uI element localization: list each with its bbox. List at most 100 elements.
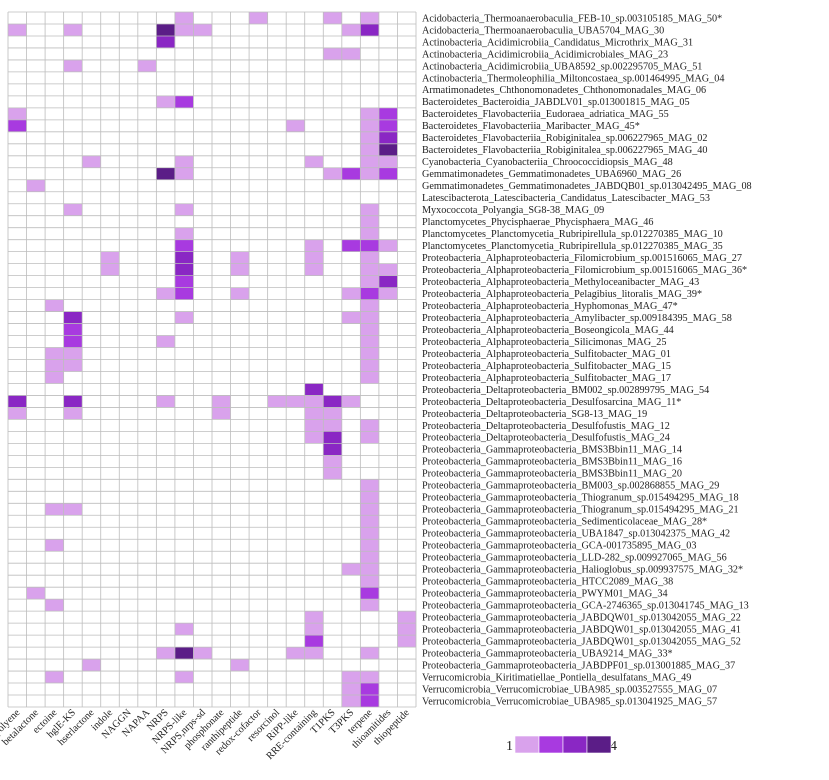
- heatmap-cell: [119, 107, 138, 120]
- heatmap-cell: [26, 395, 46, 408]
- heatmap-cell: [193, 335, 212, 348]
- heatmap-cell: [397, 71, 416, 84]
- heatmap-cell: [323, 611, 342, 624]
- heatmap-cell: [174, 527, 194, 540]
- heatmap-cell: [230, 299, 250, 312]
- heatmap-cell: [360, 287, 379, 300]
- heatmap-cell: [267, 35, 287, 48]
- heatmap-cell: [100, 419, 120, 432]
- heatmap-cell: [137, 179, 157, 192]
- heatmap-cell: [286, 575, 305, 588]
- heatmap-cell: [119, 83, 138, 96]
- heatmap-cell: [230, 611, 250, 624]
- heatmap-cell: [174, 347, 194, 360]
- heatmap-cell: [137, 419, 157, 432]
- heatmap-cell: [119, 12, 138, 24]
- heatmap-cell: [156, 395, 175, 408]
- heatmap-cell: [26, 203, 46, 216]
- heatmap-cell: [156, 263, 175, 276]
- heatmap-cell: [378, 395, 398, 408]
- heatmap-cell: [341, 599, 361, 612]
- heatmap-cell: [100, 443, 120, 456]
- heatmap-cell: [193, 143, 212, 156]
- heatmap-cell: [323, 539, 342, 552]
- heatmap-cell: [119, 599, 138, 612]
- heatmap-cell: [45, 527, 64, 540]
- heatmap-cell: [100, 527, 120, 540]
- heatmap-cell: [230, 251, 250, 264]
- heatmap-cell: [156, 407, 175, 420]
- heatmap-cell: [378, 35, 398, 48]
- heatmap-cell: [82, 515, 101, 528]
- heatmap-cell: [304, 395, 324, 408]
- heatmap-cell: [8, 155, 27, 168]
- heatmap-cell: [249, 23, 268, 36]
- heatmap-cell: [82, 12, 101, 24]
- heatmap-cell: [360, 599, 379, 612]
- heatmap-cell: [63, 191, 83, 204]
- heatmap-cell: [360, 23, 379, 36]
- legend-max-label: 4: [610, 739, 617, 754]
- heatmap-cell: [286, 539, 305, 552]
- heatmap-cell: [63, 671, 83, 684]
- heatmap-cell: [397, 227, 416, 240]
- heatmap-cell: [249, 47, 268, 60]
- heatmap-cell: [26, 227, 46, 240]
- heatmap-cell: [8, 383, 27, 396]
- heatmap-cell: [286, 215, 305, 228]
- heatmap-cell: [119, 419, 138, 432]
- heatmap-cell: [63, 515, 83, 528]
- heatmap-cell: [304, 515, 324, 528]
- heatmap-cell: [323, 12, 342, 24]
- heatmap-cell: [45, 359, 64, 372]
- heatmap-cell: [323, 263, 342, 276]
- heatmap-cell: [323, 299, 342, 312]
- heatmap-cell: [397, 359, 416, 372]
- heatmap-cell: [82, 215, 101, 228]
- heatmap-cell: [8, 119, 27, 132]
- heatmap-cell: [193, 395, 212, 408]
- heatmap-cell: [8, 179, 27, 192]
- heatmap-cell: [156, 239, 175, 252]
- heatmap-cell: [193, 491, 212, 504]
- heatmap-cell: [304, 143, 324, 156]
- heatmap-cell: [267, 83, 287, 96]
- heatmap-cell: [378, 179, 398, 192]
- heatmap-cell: [174, 215, 194, 228]
- heatmap-cell: [304, 563, 324, 576]
- heatmap-cell: [82, 35, 101, 48]
- heatmap-cell: [249, 143, 268, 156]
- heatmap-cell: [119, 47, 138, 60]
- heatmap-cell: [397, 443, 416, 456]
- heatmap-cell: [341, 251, 361, 264]
- heatmap-cell: [119, 299, 138, 312]
- heatmap-cell: [304, 599, 324, 612]
- heatmap-cell: [137, 587, 157, 600]
- heatmap-cell: [26, 659, 46, 672]
- heatmap-cell: [174, 671, 194, 684]
- heatmap-cell: [119, 575, 138, 588]
- heatmap-cell: [249, 35, 268, 48]
- heatmap-cell: [212, 443, 231, 456]
- heatmap-cell: [193, 467, 212, 480]
- heatmap-cell: [100, 431, 120, 444]
- heatmap-cell: [230, 479, 250, 492]
- heatmap-cell: [360, 395, 379, 408]
- heatmap-cell: [267, 551, 287, 564]
- heatmap-cell: [63, 527, 83, 540]
- heatmap-cell: [193, 323, 212, 336]
- heatmap-cell: [26, 563, 46, 576]
- row-label: Proteobacteria_Gammaproteobacteria_JABDQ…: [422, 624, 741, 635]
- heatmap-cell: [230, 12, 250, 24]
- row-label: Proteobacteria_Gammaproteobacteria_UBA92…: [422, 648, 673, 659]
- row-label: Proteobacteria_Deltaproteobacteria_Desul…: [422, 397, 681, 408]
- heatmap-cell: [82, 371, 101, 384]
- heatmap-cell: [341, 71, 361, 84]
- heatmap-cell: [304, 455, 324, 468]
- heatmap-cell: [249, 395, 268, 408]
- heatmap-cell: [267, 359, 287, 372]
- heatmap-cell: [156, 647, 175, 660]
- heatmap-cell: [156, 491, 175, 504]
- row-label: Proteobacteria_Deltaproteobacteria_Desul…: [422, 433, 670, 444]
- heatmap-cell: [63, 371, 83, 384]
